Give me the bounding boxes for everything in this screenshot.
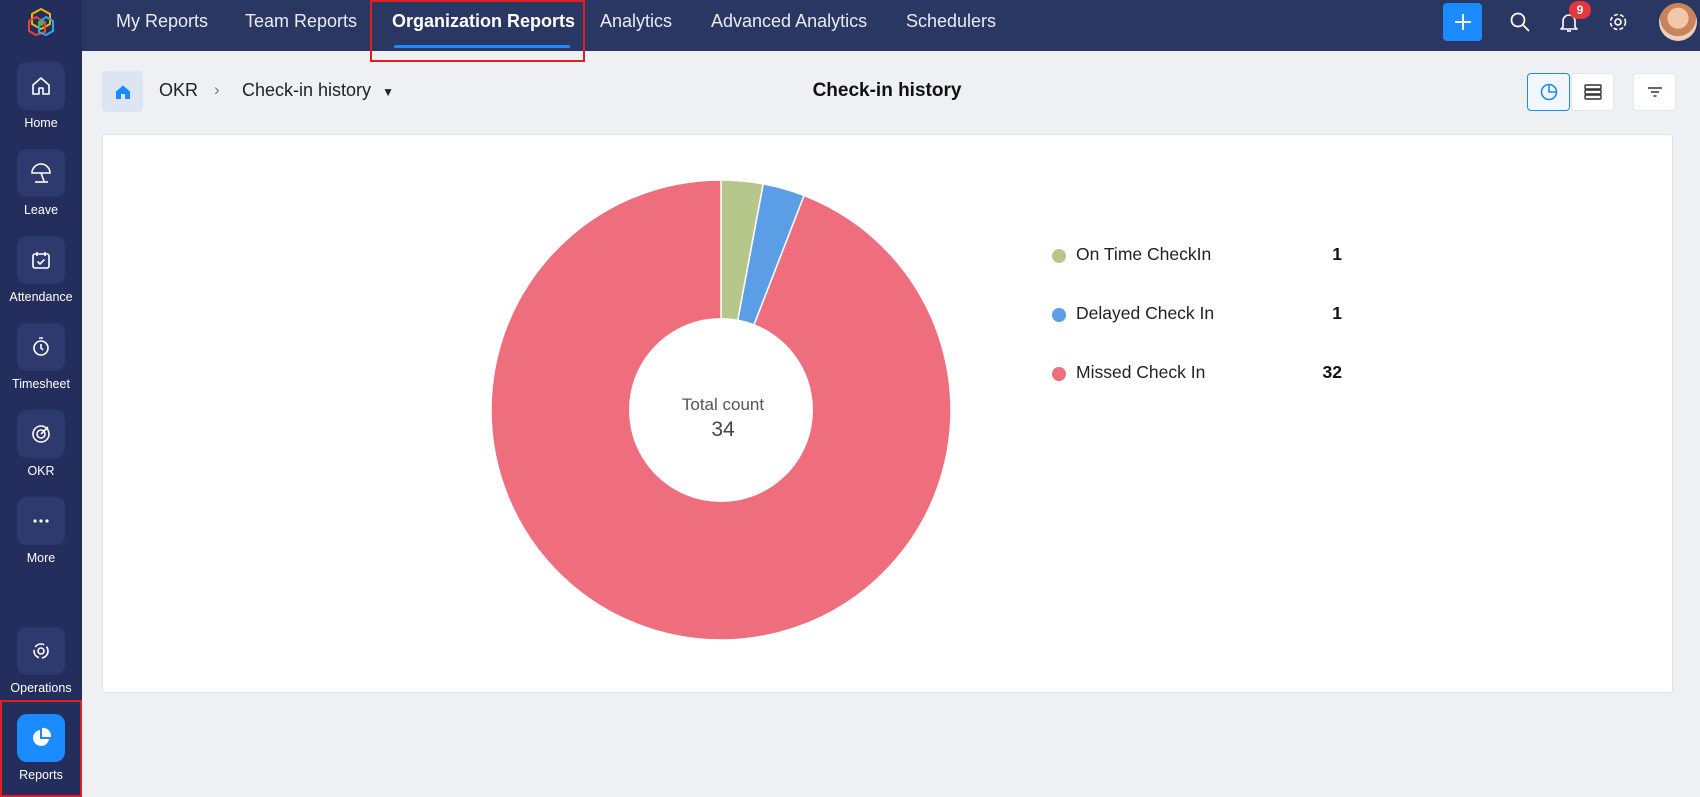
gear-icon[interactable] [1606, 10, 1630, 34]
home-icon [17, 62, 65, 110]
table-view-button[interactable] [1571, 73, 1614, 111]
stopwatch-icon [17, 323, 65, 371]
legend-value: 1 [1332, 303, 1342, 323]
sidebar-item-label: More [26, 551, 56, 565]
tab-team-reports[interactable]: Team Reports [245, 11, 358, 31]
donut-center-value: 34 [711, 418, 735, 441]
search-icon[interactable] [1508, 10, 1532, 34]
tab-highlight-box [370, 0, 585, 62]
notification-badge: 9 [1569, 1, 1591, 19]
sidebar-item-okr[interactable]: OKR [0, 410, 82, 494]
pie-view-icon [1540, 83, 1557, 101]
sidebar-item-attendance[interactable]: Attendance [0, 236, 82, 320]
operations-icon [17, 627, 65, 675]
caret-down-icon: ▼ [382, 85, 394, 99]
sidebar-item-label: Reports [19, 768, 63, 782]
tab-analytics[interactable]: Analytics [600, 11, 673, 31]
sidebar-item-timesheet[interactable]: Timesheet [0, 323, 82, 407]
legend-label: Missed Check In [1076, 362, 1206, 382]
umbrella-icon [17, 149, 65, 197]
top-navigation: My Reports Team Reports Organization Rep… [82, 0, 1700, 51]
tab-organization-reports[interactable]: Organization Reports [392, 11, 576, 31]
sidebar-item-label: OKR [27, 464, 55, 478]
home-icon [115, 85, 130, 99]
calendar-check-icon [17, 236, 65, 284]
legend-label: On Time CheckIn [1076, 244, 1212, 264]
legend-value: 1 [1332, 244, 1342, 264]
breadcrumb-report-dropdown[interactable]: Check-in history ▼ [242, 80, 394, 101]
donut-chart [490, 179, 952, 641]
app-logo-icon[interactable] [26, 7, 56, 37]
sidebar-item-label: Attendance [9, 290, 73, 304]
sidebar-item-reports[interactable]: Reports [0, 714, 82, 797]
donut-center-label: Total count [681, 395, 765, 414]
legend-item-delayed[interactable]: Delayed Check In 1 [1052, 303, 1342, 327]
sidebar-item-more[interactable]: More [0, 497, 82, 581]
page-title: Check-in history [812, 80, 962, 101]
list-view-icon [1583, 84, 1602, 100]
reports-highlight-box [0, 700, 82, 797]
legend-swatch [1052, 367, 1066, 381]
target-icon [17, 410, 65, 458]
sidebar-item-label: Leave [23, 203, 59, 217]
breadcrumb-module[interactable]: OKR [159, 80, 199, 100]
sidebar-item-label: Operations [10, 681, 72, 695]
legend-swatch [1052, 308, 1066, 322]
chart-view-button[interactable] [1527, 73, 1570, 111]
filter-button[interactable] [1633, 73, 1676, 111]
avatar[interactable] [1659, 3, 1697, 41]
legend-item-on-time[interactable]: On Time CheckIn 1 [1052, 244, 1342, 268]
add-button[interactable] [1443, 3, 1482, 41]
sidebar-item-home[interactable]: Home [0, 62, 82, 146]
tab-schedulers[interactable]: Schedulers [906, 11, 997, 31]
left-sidebar: Home Leave Attendance Timesheet OKR More [0, 0, 82, 797]
breadcrumb-chevron-icon: › [214, 80, 220, 99]
legend-value: 32 [1322, 362, 1342, 382]
active-tab-indicator [394, 45, 570, 48]
legend-swatch [1052, 249, 1066, 263]
legend-item-missed[interactable]: Missed Check In 32 [1052, 362, 1342, 386]
sidebar-item-operations[interactable]: Operations [0, 627, 82, 711]
breadcrumb-report-label: Check-in history [242, 80, 372, 100]
legend-label: Delayed Check In [1076, 303, 1215, 323]
sidebar-item-label: Timesheet [12, 377, 70, 391]
pie-chart-icon [17, 714, 65, 762]
sidebar-item-label: Home [24, 116, 58, 130]
more-dots-icon [17, 497, 65, 545]
breadcrumb-home-button[interactable] [102, 71, 143, 112]
filter-icon [1647, 87, 1662, 97]
sidebar-item-leave[interactable]: Leave [0, 149, 82, 233]
tab-my-reports[interactable]: My Reports [116, 11, 209, 31]
tab-advanced-analytics[interactable]: Advanced Analytics [711, 11, 868, 31]
plus-icon [1454, 14, 1471, 30]
